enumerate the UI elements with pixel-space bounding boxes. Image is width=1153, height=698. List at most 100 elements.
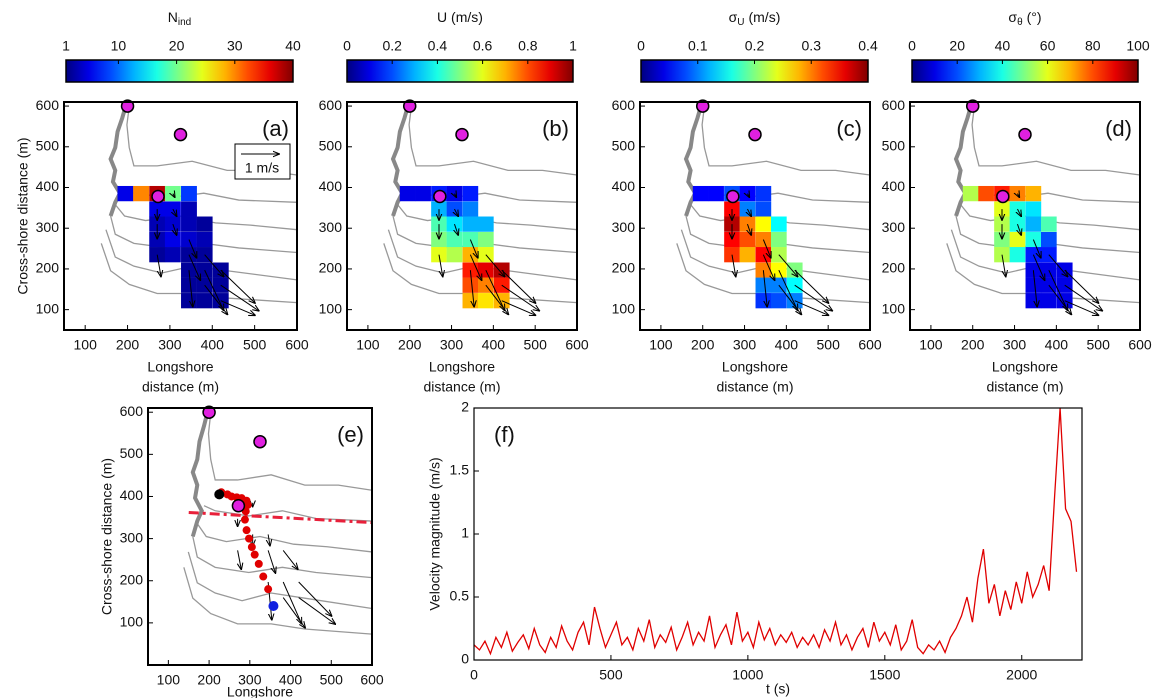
velocity-arrow [747, 223, 751, 235]
colorbar-tick-label: 20 [949, 38, 965, 54]
x-tick-label: 300 [158, 337, 182, 353]
depth-contour [203, 505, 373, 522]
heat-cell [462, 277, 479, 293]
velocity-arrow [238, 550, 242, 569]
instrument-marker [231, 498, 246, 513]
colorbar-tick-label: 30 [227, 38, 243, 54]
track-point [245, 534, 254, 543]
scale-label: 1 m/s [245, 160, 279, 176]
y-tick-label: 0 [461, 651, 469, 667]
x-tick-label: 500 [599, 667, 623, 683]
heat-cell [462, 216, 479, 232]
x-axis-label: distance (m) [716, 379, 793, 395]
velocity-arrow [282, 581, 301, 624]
velocity-arrow [501, 269, 536, 303]
instrument-marker [695, 99, 710, 113]
velocity-arrow [188, 239, 197, 258]
heat-cell [117, 185, 134, 202]
heat-cell [1025, 231, 1042, 248]
instrument-marker [726, 189, 740, 204]
colorbar-title-unit: (°) [1027, 9, 1042, 25]
velocity-arrow [298, 581, 332, 616]
heat-cell [149, 231, 166, 248]
x-tick-label: 600 [285, 337, 309, 353]
heat-cell [446, 231, 463, 248]
heat-cell [181, 216, 197, 232]
x-tick-label: 100 [356, 337, 380, 353]
velocity-arrow [188, 270, 193, 307]
velocity-arrow [454, 223, 458, 235]
velocity-arrow [454, 194, 456, 198]
colorbar-tick-label: 0.1 [688, 38, 708, 54]
y-tick-label: 0.5 [450, 588, 470, 604]
y-tick-label: 100 [120, 614, 144, 630]
heat-cell [755, 216, 772, 232]
velocity-arrow [1032, 270, 1037, 307]
y-tick-label: 500 [120, 445, 144, 461]
heat-cell [994, 231, 1010, 248]
velocity-arrow [485, 254, 505, 277]
heat-cell [462, 185, 479, 202]
panel-label: (f) [494, 422, 515, 447]
x-tick-label: 100 [919, 337, 943, 353]
x-axis-label: Longshore [722, 359, 788, 375]
colorbar-tick-label: 0.6 [473, 38, 493, 54]
velocity-arrow [1048, 284, 1072, 314]
instrument-marker [120, 99, 135, 113]
velocity-arrow [485, 269, 505, 310]
colorbar-title-sub: θ [1017, 17, 1023, 28]
colorbar-title: U (m/s) [437, 9, 483, 25]
colorbar [346, 59, 574, 83]
colorbar-title-main: U (m/s) [437, 9, 483, 25]
heat-cell [724, 231, 740, 248]
colorbar-tick-label: 100 [1126, 38, 1150, 54]
depth-contour [207, 413, 373, 491]
velocity-arrow [794, 300, 829, 316]
x-tick-label: 500 [817, 337, 841, 353]
velocity-line [473, 407, 1078, 656]
heat-cell [1025, 277, 1042, 293]
heat-cell [1040, 231, 1057, 248]
y-tick-label: 400 [612, 178, 636, 194]
colorbar-title-main: N [168, 9, 178, 25]
velocity-arrow [439, 254, 443, 277]
colorbar-tick-label: 0.3 [802, 38, 822, 54]
colorbar [65, 59, 294, 83]
velocity-arrow [204, 269, 224, 310]
depth-contour [183, 567, 373, 635]
colorbar-tick-label: 0.8 [518, 38, 538, 54]
velocity-arrow [747, 208, 751, 216]
instrument-marker [253, 434, 267, 449]
x-tick-label: 200 [691, 337, 715, 353]
y-tick-label: 400 [36, 178, 60, 194]
velocity-arrow [1048, 269, 1068, 310]
y-tick-label: 500 [882, 137, 906, 153]
velocity-arrow [794, 269, 829, 303]
x-tick-label: 600 [858, 337, 882, 353]
velocity-arrow [1064, 284, 1103, 311]
velocity-arrow [762, 270, 767, 307]
velocity-arrow [173, 194, 175, 198]
velocity-arrow [485, 284, 509, 314]
y-axis-label: Velocity magnitude (m/s) [427, 457, 443, 610]
heat-cell [978, 185, 994, 202]
instrument-marker [433, 189, 447, 204]
y-tick-label: 500 [612, 137, 636, 153]
colorbar [911, 59, 1139, 83]
heat-cell [1025, 216, 1042, 232]
instrument-marker [202, 405, 216, 419]
velocity-arrow [220, 284, 259, 311]
heat-cell [181, 185, 197, 202]
track-point [250, 550, 259, 559]
y-tick-label: 300 [612, 219, 636, 235]
x-axis-label: Longshore [227, 684, 293, 698]
y-tick-label: 100 [36, 300, 60, 316]
heat-cell [181, 277, 197, 293]
heat-cell [181, 293, 197, 309]
velocity-arrow [778, 284, 802, 314]
velocity-arrow [156, 254, 161, 277]
x-tick-label: 200 [398, 337, 422, 353]
x-tick-label: 400 [482, 337, 506, 353]
y-axis-label: Cross-shore distance (m) [15, 137, 31, 294]
velocity-arrow [778, 269, 798, 310]
